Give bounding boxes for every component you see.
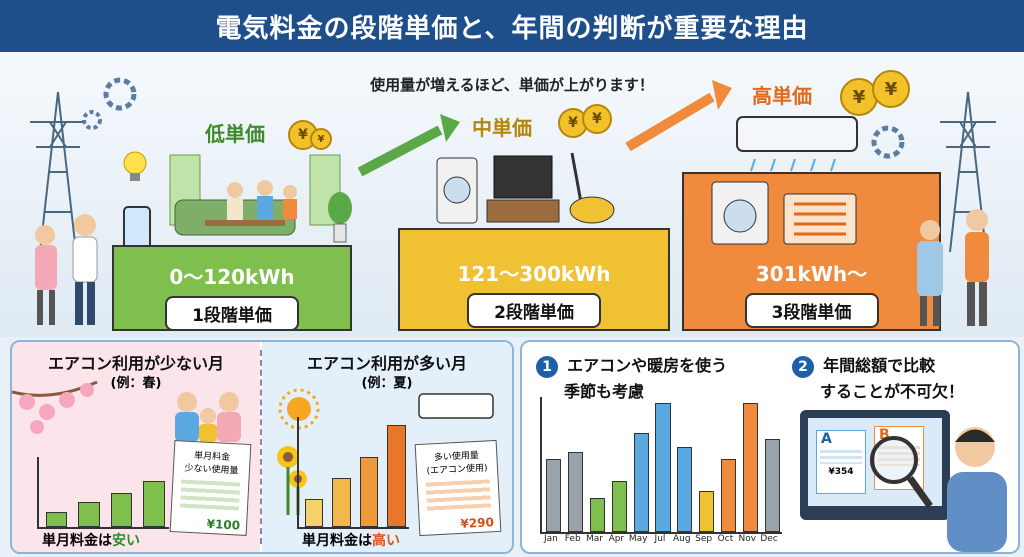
document-b-letter: B	[879, 427, 890, 443]
spring-receipt: 単月料金 少ない使用量 ¥100	[169, 440, 252, 536]
living-room-illustration	[165, 150, 345, 245]
tier1-range: 0～120kWh	[169, 265, 295, 289]
spring-bar-chart	[37, 457, 169, 529]
month-bar	[546, 458, 562, 532]
summer-caption: 単月料金は高い	[302, 533, 400, 549]
tier1-block: 0～120kWh 1段階単価	[112, 245, 352, 331]
month-label: Feb	[564, 534, 581, 544]
spring-caption: 単月料金は安い	[42, 533, 140, 549]
family-right-illustration	[905, 205, 1005, 330]
receipt-line2: 少ない使用量	[184, 463, 239, 477]
light-bulb-icon	[120, 145, 150, 195]
month-labels: Jan Feb Mar Apr May Jul Aug Sep Oct Nov Dec	[540, 534, 780, 548]
tier2-range: 121～300kWh	[457, 262, 611, 286]
plant-icon	[325, 190, 355, 245]
tier3-block: 301kWh～ 3段階単価	[682, 172, 941, 331]
point2: 2 年間総額で比較 することが不可欠！	[792, 352, 964, 402]
month-label: Dec	[760, 534, 778, 544]
heater-washer-illustration	[711, 181, 857, 245]
spring-bar	[143, 480, 165, 527]
seasonal-comparison-panel: エアコン利用が少ない月 (例：春) 単月料金 少ない使用量 ¥100 単月料金は…	[10, 340, 514, 554]
sun-icon	[278, 388, 320, 430]
month-bar	[720, 458, 736, 532]
yen-coin-icon: ¥	[310, 128, 332, 150]
point1: 1 エアコンや暖房を使う 季節も考慮	[536, 352, 727, 402]
cherry-blossom-icon	[12, 380, 98, 434]
month-bar	[742, 402, 758, 532]
tier1-stage: 1段階単価	[165, 296, 299, 331]
tier2-block: 121～300kWh 2段階単価	[398, 228, 670, 331]
point1-line2: 季節も考慮	[564, 382, 645, 401]
month-label: Sep	[695, 534, 713, 544]
annual-bar-chart	[540, 397, 782, 534]
month-label: Jul	[654, 534, 666, 544]
air-conditioner-icon	[735, 115, 860, 175]
month-label: Mar	[586, 534, 604, 544]
summer-bar	[387, 425, 406, 527]
summer-bar	[304, 498, 323, 527]
month-label: May	[628, 534, 648, 544]
person-illustration	[947, 427, 1007, 552]
point1-number: 1	[536, 356, 558, 378]
month-bar	[633, 432, 649, 532]
appliances-illustration	[432, 148, 622, 228]
document-a-letter: A	[821, 431, 832, 447]
month-label: Oct	[717, 534, 734, 544]
air-conditioner-icon	[418, 393, 494, 419]
summer-amount: ¥290	[460, 515, 495, 531]
tier3-label: 高単価	[752, 84, 812, 108]
annual-comparison-panel: 1 エアコンや暖房を使う 季節も考慮 2 年間総額で比較 することが不可欠！ J…	[520, 340, 1020, 554]
spring-heading: エアコン利用が少ない月	[47, 354, 224, 373]
subtitle: 使用量が増えるほど、単価が上がります！	[370, 76, 654, 94]
background-decor	[30, 77, 996, 253]
monitor-illustration: A ¥354 B	[800, 410, 950, 520]
summer-receipt: 多い使用量 (エアコン使用) ¥290	[414, 439, 502, 537]
tier2-label: 中単価	[472, 116, 532, 140]
summer-bar-chart	[297, 417, 409, 529]
yen-coin-icon: ¥	[582, 104, 612, 134]
point2-line2: することが不可欠！	[820, 382, 965, 401]
point2-line1: 年間総額で比較	[823, 356, 936, 375]
month-label: Jan	[543, 534, 558, 544]
summer-example: (例：夏)	[361, 376, 413, 391]
point1-line1: エアコンや暖房を使う	[567, 356, 728, 375]
month-bar	[568, 452, 584, 532]
month-bar	[655, 402, 671, 532]
tier1-label: 低単価	[205, 122, 265, 146]
yen-coin-icon: ¥	[872, 70, 910, 108]
month-bar	[699, 491, 715, 532]
page-title: 電気料金の段階単価と、年間の判断が重要な理由	[0, 0, 1024, 52]
month-bar	[677, 446, 693, 532]
month-bar	[764, 439, 780, 532]
summer-bar	[359, 456, 378, 527]
family-icon	[175, 392, 241, 442]
tier2-stage: 2段階単価	[467, 293, 601, 328]
divider	[260, 350, 262, 544]
point2-number: 2	[792, 356, 814, 378]
spring-bar	[110, 492, 132, 527]
receipt-line2: (エアコン使用)	[426, 463, 488, 477]
month-label: Nov	[738, 534, 757, 544]
tier3-range: 301kWh～	[755, 262, 868, 286]
summer-heading: エアコン利用が多い月	[306, 354, 467, 373]
month-label: Aug	[673, 534, 691, 544]
spring-bar	[45, 512, 67, 527]
document-a: A ¥354	[816, 430, 866, 494]
tier3-stage: 3段階単価	[744, 293, 879, 328]
family-left-illustration	[25, 205, 115, 330]
spring-example: (例：春)	[110, 376, 162, 391]
summer-bar	[332, 477, 351, 527]
spring-bar	[78, 502, 100, 527]
month-bar	[611, 480, 627, 532]
document-a-amount: ¥354	[828, 467, 854, 477]
yen-coin-icon: ¥	[840, 78, 878, 116]
spring-amount: ¥100	[206, 516, 241, 533]
month-label: Apr	[608, 534, 625, 544]
month-bar	[590, 497, 606, 532]
magnifier-icon	[870, 436, 933, 509]
